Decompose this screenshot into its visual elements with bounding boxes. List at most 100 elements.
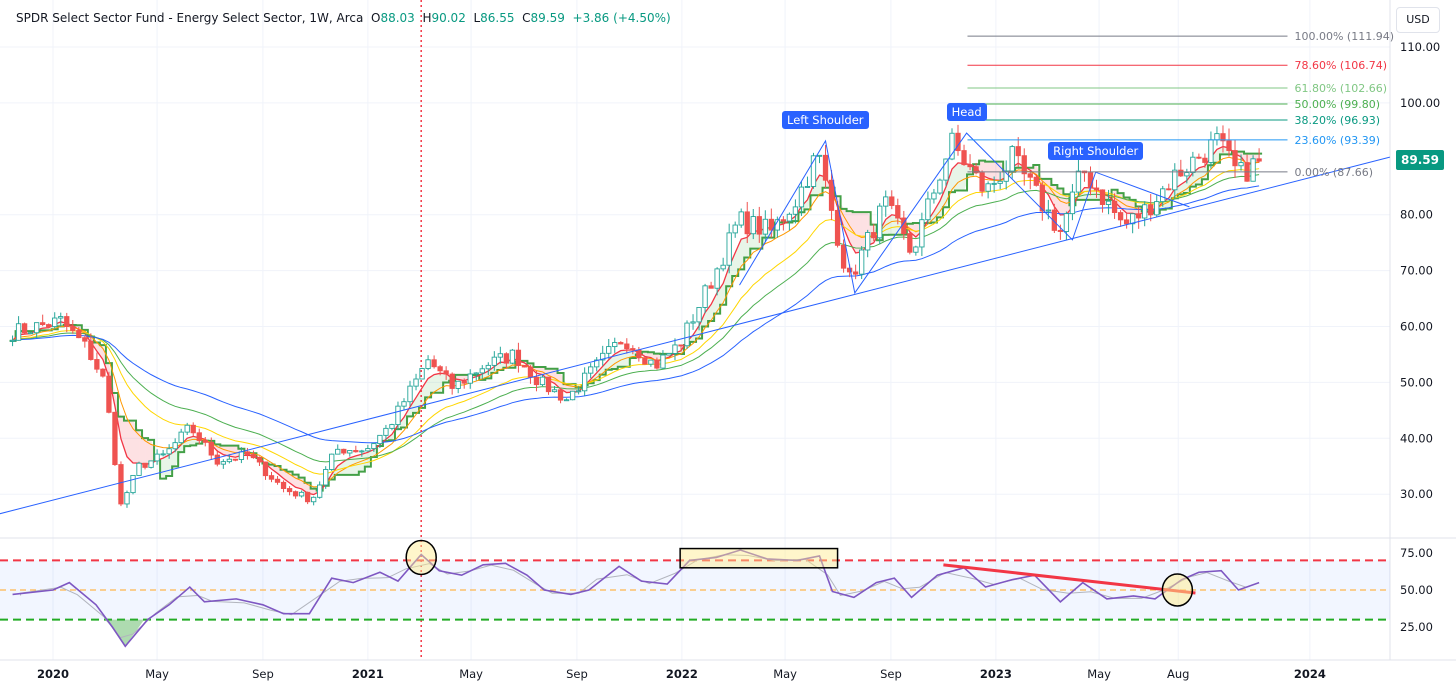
candle-body bbox=[202, 440, 208, 443]
candle bbox=[690, 314, 696, 330]
candle-body bbox=[377, 434, 383, 445]
candle bbox=[527, 365, 534, 384]
candle bbox=[52, 312, 58, 329]
candle bbox=[557, 387, 564, 404]
candle-body bbox=[973, 166, 979, 174]
time-axis-label: 2024 bbox=[1294, 667, 1326, 681]
candle-body bbox=[991, 182, 997, 185]
candle bbox=[612, 337, 618, 353]
currency-button[interactable]: USD bbox=[1396, 7, 1440, 33]
candle-body bbox=[563, 399, 570, 402]
candle-body bbox=[1075, 170, 1082, 193]
right-shoulder-label[interactable]: Right Shoulder bbox=[1048, 142, 1144, 161]
candle-body bbox=[792, 206, 799, 215]
candle bbox=[702, 283, 708, 314]
moving-average-30 bbox=[12, 174, 1260, 463]
candle-body bbox=[100, 368, 106, 377]
candle-body bbox=[341, 448, 347, 454]
candle bbox=[1160, 185, 1166, 207]
candle-body bbox=[1172, 169, 1178, 191]
candle bbox=[545, 376, 552, 395]
candle bbox=[106, 371, 112, 414]
candle-body bbox=[449, 373, 455, 389]
fib-label: 78.60% (106.74) bbox=[1294, 59, 1387, 72]
trendline bbox=[0, 156, 1390, 515]
candle-body bbox=[618, 342, 624, 345]
candle-body bbox=[1111, 200, 1118, 214]
candle-body bbox=[949, 132, 955, 160]
candle bbox=[1027, 170, 1033, 190]
candle bbox=[353, 445, 359, 453]
candle bbox=[678, 344, 684, 352]
candle bbox=[323, 466, 329, 489]
candle bbox=[569, 390, 576, 401]
candle bbox=[232, 458, 239, 462]
candle bbox=[64, 312, 70, 333]
candle-body bbox=[274, 478, 281, 483]
candle bbox=[94, 352, 100, 373]
candle bbox=[955, 124, 961, 156]
candle-body bbox=[1057, 229, 1064, 232]
candle bbox=[136, 461, 142, 476]
candle-body bbox=[395, 405, 401, 426]
candle bbox=[58, 312, 64, 327]
candle-body bbox=[636, 349, 642, 359]
candle bbox=[852, 264, 859, 280]
candle-body bbox=[816, 154, 823, 157]
candle bbox=[979, 170, 985, 197]
candle bbox=[859, 246, 865, 280]
candle-body bbox=[840, 244, 847, 269]
candle-body bbox=[822, 154, 829, 181]
candle-body bbox=[1051, 209, 1058, 231]
cloud-segment bbox=[331, 465, 338, 480]
time-axis-label: May bbox=[1087, 667, 1111, 681]
candle-body bbox=[533, 376, 540, 386]
candle bbox=[606, 339, 612, 359]
candle bbox=[413, 373, 419, 391]
candle bbox=[317, 481, 323, 499]
candle-body bbox=[931, 192, 937, 200]
candle bbox=[250, 450, 257, 459]
candle bbox=[1142, 201, 1148, 227]
candle-body bbox=[479, 368, 485, 374]
candle bbox=[1136, 206, 1142, 229]
candle-body bbox=[262, 461, 269, 477]
candle bbox=[389, 423, 395, 431]
cloud-segment bbox=[120, 416, 127, 457]
candle-body bbox=[744, 211, 750, 235]
candle-body bbox=[184, 424, 190, 433]
candle bbox=[726, 223, 732, 274]
change-value: +3.86 (+4.50%) bbox=[572, 11, 671, 25]
candle-body bbox=[1105, 200, 1112, 205]
head-label[interactable]: Head bbox=[946, 103, 987, 122]
candle bbox=[431, 355, 437, 369]
candle bbox=[1196, 153, 1202, 160]
candle-body bbox=[545, 376, 552, 393]
candle bbox=[708, 281, 714, 289]
left-shoulder-label[interactable]: Left Shoulder bbox=[782, 110, 869, 129]
candle-body bbox=[232, 458, 239, 461]
candle bbox=[341, 448, 347, 456]
candle bbox=[479, 365, 485, 379]
candle-body bbox=[551, 389, 558, 393]
candle-body bbox=[883, 196, 889, 207]
candle-body bbox=[509, 349, 516, 364]
candle-body bbox=[9, 339, 16, 342]
candle-body bbox=[852, 271, 859, 275]
candle bbox=[618, 341, 624, 345]
candle bbox=[563, 398, 570, 402]
candle bbox=[1033, 176, 1039, 187]
cloud-segment bbox=[753, 230, 760, 249]
candle-body bbox=[166, 448, 172, 455]
candle-body bbox=[515, 349, 522, 366]
moving-average-5 bbox=[12, 145, 1260, 496]
candle bbox=[750, 209, 756, 240]
candle bbox=[648, 359, 654, 367]
candle bbox=[961, 144, 967, 166]
candle bbox=[1015, 137, 1021, 167]
candle bbox=[178, 428, 184, 445]
cloud-segment bbox=[735, 239, 742, 276]
candle-body bbox=[491, 356, 497, 366]
candle bbox=[660, 350, 666, 370]
